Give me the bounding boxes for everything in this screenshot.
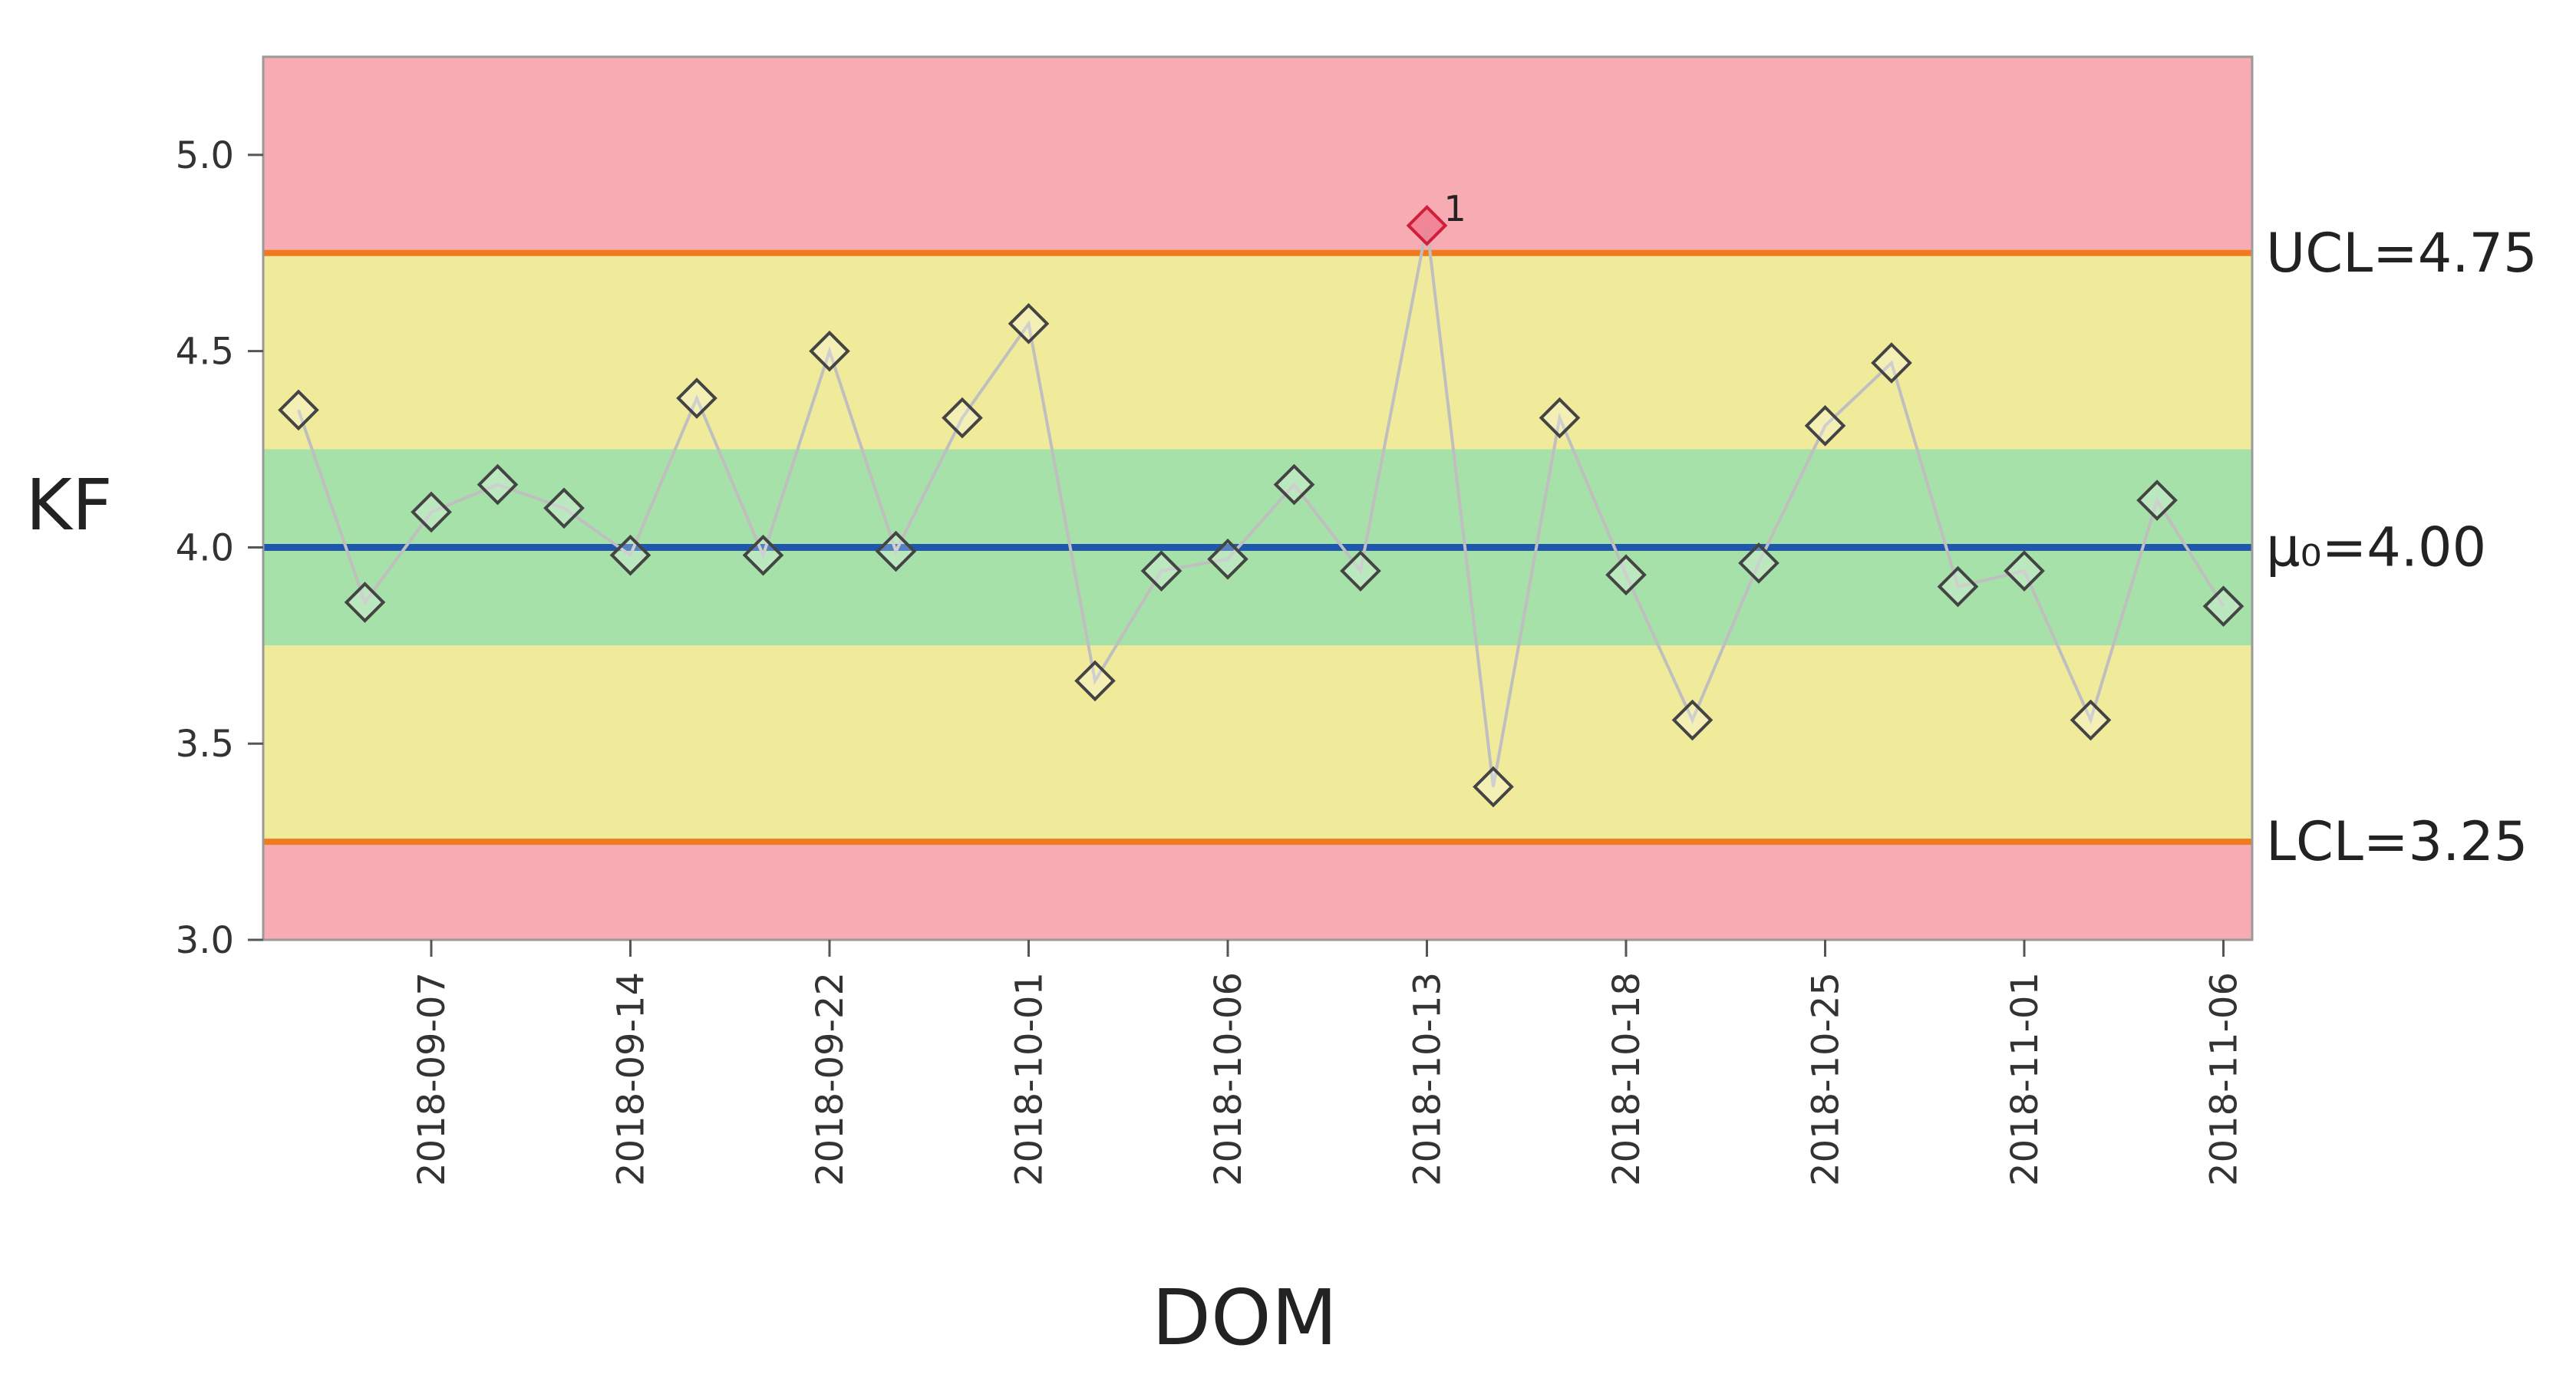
x-axis: 2018-09-07 2018-09-14 2018-09-22 2018-10-01… bbox=[411, 940, 2246, 1186]
ucl-label: UCL=4.75 bbox=[2266, 222, 2538, 285]
flag-annotation: 1 bbox=[1444, 188, 1466, 229]
data-point-marker bbox=[1804, 405, 1846, 447]
flagged-point-marker bbox=[1406, 205, 1448, 246]
y-axis-title: KF bbox=[25, 464, 112, 546]
data-point-marker bbox=[1871, 342, 1912, 384]
data-point-marker bbox=[1605, 554, 1647, 596]
x-tick-label: 2018-09-22 bbox=[809, 972, 852, 1186]
y-tick-label: 4.5 bbox=[176, 331, 234, 374]
x-axis-title: DOM bbox=[1152, 1273, 1337, 1363]
data-point-marker bbox=[676, 377, 717, 419]
data-point-marker bbox=[1008, 303, 1050, 344]
x-tick-label: 2018-11-06 bbox=[2203, 972, 2246, 1186]
lcl-label: LCL=3.25 bbox=[2266, 810, 2528, 873]
x-tick-label: 2018-11-01 bbox=[2004, 972, 2047, 1186]
data-point-marker bbox=[411, 491, 452, 533]
zone-band-3 bbox=[263, 645, 2252, 842]
x-tick-label: 2018-10-13 bbox=[1407, 972, 1450, 1186]
y-tick-label: 3.5 bbox=[176, 723, 234, 766]
center-line-label: μ₀=4.00 bbox=[2266, 516, 2486, 578]
data-point-marker bbox=[1539, 397, 1581, 439]
data-point-marker bbox=[875, 530, 917, 572]
data-point-marker bbox=[1273, 463, 1315, 506]
data-point-marker bbox=[2004, 550, 2045, 592]
data-point-marker bbox=[1738, 542, 1779, 584]
data-point-marker bbox=[1074, 660, 1116, 702]
data-point-marker bbox=[2202, 585, 2245, 628]
data-point-marker bbox=[477, 463, 519, 506]
y-tick-label: 4.0 bbox=[176, 526, 234, 569]
data-point-marker bbox=[1207, 538, 1248, 580]
data-point-marker bbox=[1473, 766, 1514, 808]
zone-bands bbox=[263, 57, 2252, 940]
reference-lines bbox=[263, 249, 2252, 845]
plot-frame bbox=[262, 55, 2254, 941]
data-point-marker bbox=[2136, 480, 2178, 521]
data-point-marker bbox=[742, 534, 784, 576]
data-point-marker bbox=[543, 487, 585, 529]
point-markers bbox=[278, 205, 2245, 808]
limit-labels: UCL=4.75 μ₀=4.00 LCL=3.25 bbox=[2266, 222, 2538, 873]
data-point-marker bbox=[278, 389, 319, 431]
data-point-marker bbox=[942, 397, 983, 439]
data-point-marker bbox=[1671, 699, 1713, 741]
data-point-marker bbox=[809, 330, 850, 372]
data-point-marker bbox=[1340, 550, 1381, 592]
zone-band-4 bbox=[263, 842, 2252, 940]
plot-border bbox=[262, 55, 2254, 941]
y-tick-label: 5.0 bbox=[176, 134, 234, 177]
x-tick-label: 2018-09-07 bbox=[411, 972, 454, 1186]
data-point-marker bbox=[1937, 565, 1979, 608]
x-tick-label: 2018-09-14 bbox=[610, 972, 653, 1186]
data-point-marker bbox=[2070, 699, 2112, 741]
y-axis: 5.0 4.5 4.0 3.5 3.0 bbox=[176, 134, 263, 962]
y-tick-label: 3.0 bbox=[176, 919, 234, 962]
data-point-marker bbox=[609, 534, 651, 576]
zone-band-1 bbox=[263, 252, 2252, 450]
data-point-marker bbox=[344, 582, 386, 623]
zone-band-0 bbox=[263, 57, 2252, 253]
x-tick-label: 2018-10-25 bbox=[1805, 972, 1848, 1186]
x-tick-label: 2018-10-01 bbox=[1008, 972, 1051, 1186]
point-annotations: 1 bbox=[1444, 188, 1466, 229]
data-point-marker bbox=[1140, 550, 1182, 592]
x-tick-label: 2018-10-18 bbox=[1605, 972, 1648, 1186]
x-tick-label: 2018-10-06 bbox=[1207, 972, 1250, 1186]
